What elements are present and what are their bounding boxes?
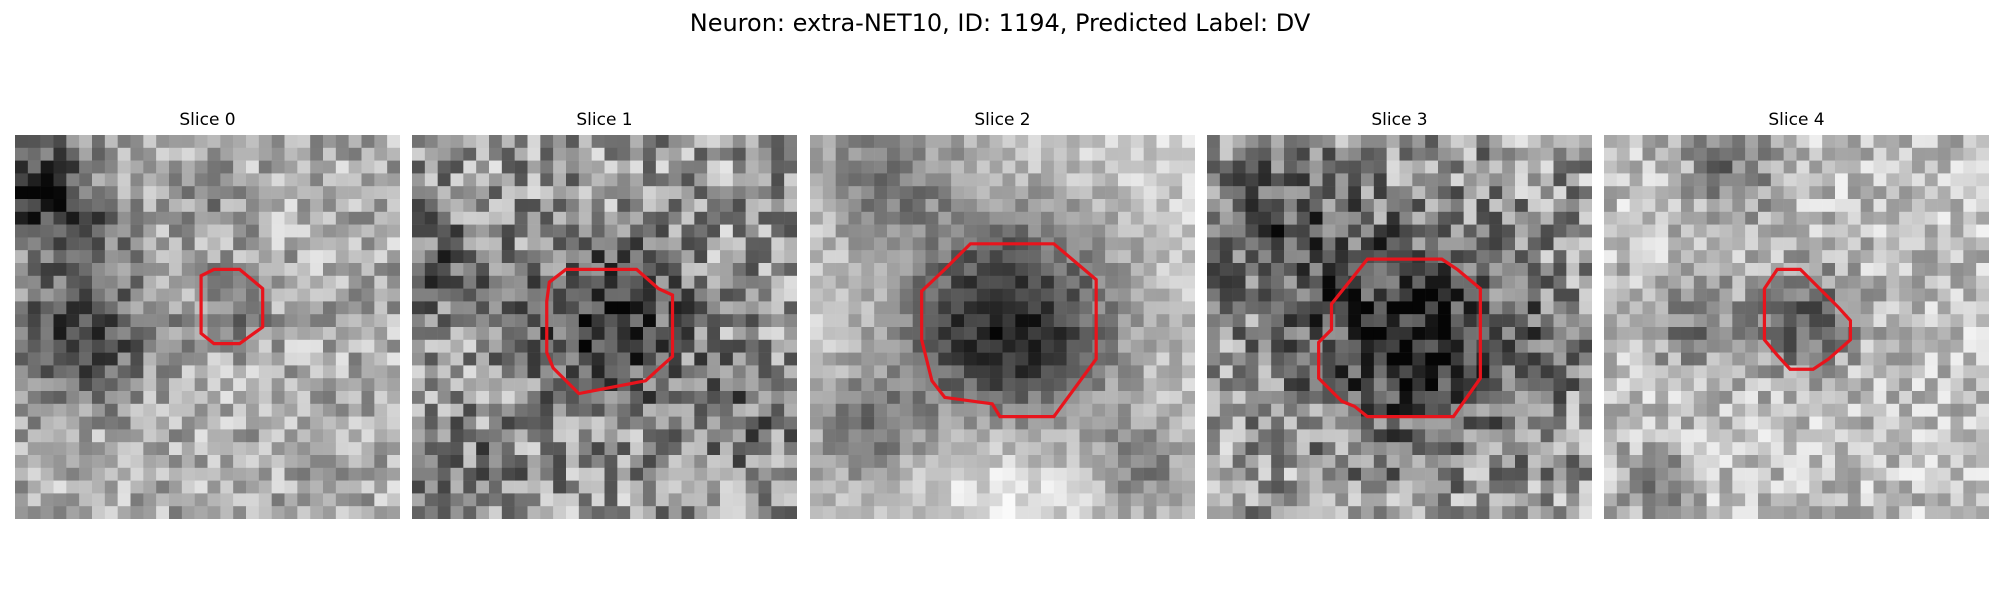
slice-title: Slice 1 [576,110,633,130]
pixel-grid [15,135,400,519]
slice-image-0 [15,135,400,519]
slice-image-1 [412,135,797,519]
slice-title: Slice 3 [1371,110,1428,130]
slice-title: Slice 4 [1768,110,1825,130]
slice-panel-0: Slice 0 [15,108,400,519]
slice-panel-1: Slice 1 [412,108,797,519]
pixel-grid [1604,135,1989,519]
slice-panel-3: Slice 3 [1207,108,1592,519]
slice-panel-2: Slice 2 [810,108,1195,519]
segmentation-contour [920,242,1098,419]
figure-title: Neuron: extra-NET10, ID: 1194, Predicted… [689,9,1311,37]
segmentation-contour [545,267,675,396]
segmentation-contour [199,267,265,346]
slice-image-3 [1207,135,1592,519]
slice-title: Slice 2 [974,110,1031,130]
pixel-grid [412,135,797,519]
slice-image-4 [1604,135,1989,519]
segmentation-contour [1317,257,1482,419]
pixel-grid [810,135,1195,519]
pixel-grid [1207,135,1592,519]
slice-title: Slice 0 [179,110,236,130]
slice-image-2 [810,135,1195,519]
segmentation-contour [1762,267,1853,371]
slice-panel-4: Slice 4 [1604,108,1989,519]
